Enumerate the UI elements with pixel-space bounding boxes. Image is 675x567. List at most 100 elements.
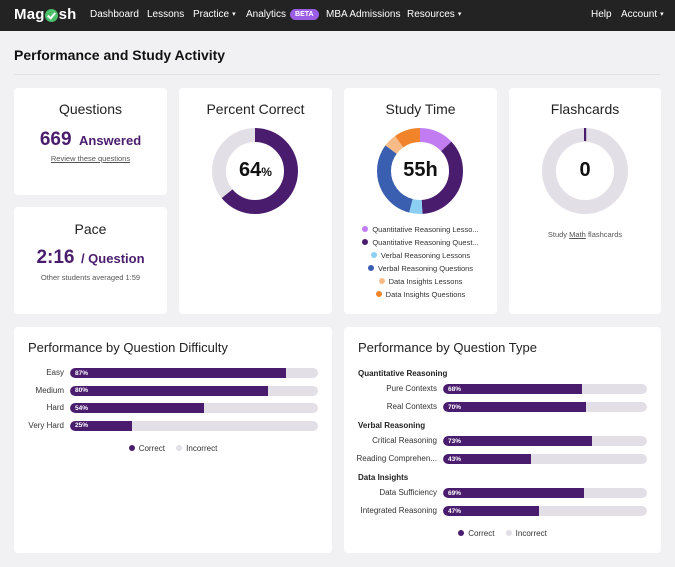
flashcards-card: Flashcards 0 Study Math flashcards xyxy=(509,88,661,314)
bar-label: Pure Contexts xyxy=(386,384,437,393)
bar-percent-label: 87% xyxy=(75,369,89,377)
correct-legend-dot xyxy=(128,445,135,451)
question-type-group-label: Verbal Reasoning xyxy=(358,421,426,430)
incorrect-legend-dot xyxy=(176,445,183,451)
bar-percent-label: 69% xyxy=(448,489,462,497)
percent-correct-card: Percent Correct 64% xyxy=(179,88,332,314)
chevron-down-icon: ▾ xyxy=(457,11,462,18)
logo-text-left: Mag xyxy=(14,6,45,23)
nav-resources[interactable]: Resources ▾ xyxy=(407,9,461,20)
bar-label: Medium xyxy=(35,385,64,395)
pace-card: Pace 2:16 / Question Other students aver… xyxy=(14,207,167,314)
nav-mba-admissions[interactable]: MBA Admissions xyxy=(326,9,401,20)
bar-fill-correct: 25% xyxy=(70,420,132,431)
magoosh-logo[interactable]: Mag sh xyxy=(14,6,77,23)
study-time-segment xyxy=(377,128,463,214)
pace-stat: 2:16 / Question xyxy=(14,247,167,269)
nav-help[interactable]: Help xyxy=(591,9,612,20)
study-time-legend-item: Verbal Reasoning Questions xyxy=(344,264,497,273)
bar-fill-correct: 54% xyxy=(70,403,204,413)
bar-fill-correct: 80% xyxy=(70,385,269,396)
study-time-value: 55h xyxy=(403,159,438,181)
nav-lessons[interactable]: Lessons xyxy=(147,9,185,20)
bar-track: 73% xyxy=(443,436,647,446)
chevron-down-icon: ▾ xyxy=(232,11,236,18)
bar-fill-correct: 70% xyxy=(443,402,586,412)
nav-account-label: Account xyxy=(621,9,658,20)
question-type-group-label: Quantitative Reasoning xyxy=(358,369,448,378)
percent-correct-title: Percent Correct xyxy=(206,101,305,117)
bar-track: 69% xyxy=(443,488,647,498)
page-title: Performance and Study Activity xyxy=(14,47,226,63)
bar-label: Hard xyxy=(46,403,64,412)
beta-badge: BETA xyxy=(290,9,319,20)
difficulty-card: Performance by Question Difficulty Easy 8… xyxy=(14,327,332,553)
legend-label: Quantitative Reasoning Lesso... xyxy=(372,225,479,234)
donut-correct-arc xyxy=(212,128,298,214)
study-time-card: Study Time 55h Quantitative Reasoning Le… xyxy=(344,88,497,314)
pace-value: 2:16 xyxy=(36,247,75,268)
donut-marker xyxy=(584,128,587,141)
legend-dot xyxy=(367,265,374,271)
bar-track: 87% xyxy=(70,368,318,378)
legend-dot xyxy=(370,252,377,258)
difficulty-legend: Correct Incorrect xyxy=(14,444,332,453)
legend-incorrect: Incorrect xyxy=(186,444,218,453)
bar-fill-correct: 43% xyxy=(443,454,531,464)
nav-analytics-label: Analytics xyxy=(246,9,287,20)
study-time-segment xyxy=(377,128,463,214)
questions-count: 669 xyxy=(39,129,72,150)
study-time-legend-item: Quantitative Reasoning Quest... xyxy=(344,238,497,247)
study-time-legend-item: Quantitative Reasoning Lesso... xyxy=(344,225,497,234)
legend-label: Quantitative Reasoning Quest... xyxy=(372,238,479,247)
questions-title: Questions xyxy=(58,101,123,117)
nav-practice[interactable]: Practice ▾ xyxy=(193,9,236,20)
nav-dashboard[interactable]: Dashboard xyxy=(90,9,139,20)
study-time-donut xyxy=(377,128,463,214)
bar-label: Critical Reasoning xyxy=(372,436,437,445)
logo-text-right: sh xyxy=(58,6,77,23)
percent-correct-donut xyxy=(212,128,298,214)
legend-dot xyxy=(362,239,369,245)
bar-label: Data Sufficiency xyxy=(379,488,437,497)
nav-resources-label: Resources xyxy=(407,9,455,20)
difficulty-title: Performance by Question Difficulty xyxy=(28,340,228,355)
nav-account[interactable]: Account ▾ xyxy=(621,9,664,20)
flashcards-note-post: flashcards xyxy=(587,230,623,239)
percent-correct-value: 64 xyxy=(239,159,262,181)
math-flashcards-link[interactable]: Math xyxy=(569,230,586,239)
legend-correct: Correct xyxy=(138,444,165,453)
flashcards-note: Study Math flashcards xyxy=(509,230,661,239)
study-time-title: Study Time xyxy=(385,101,456,117)
bar-track: 70% xyxy=(443,402,647,412)
bar-track: 47% xyxy=(443,506,647,516)
legend-correct: Correct xyxy=(468,529,495,538)
bar-percent-label: 47% xyxy=(448,507,462,515)
pace-suffix: / Question xyxy=(80,251,145,266)
incorrect-legend-dot xyxy=(505,530,512,536)
nav-analytics[interactable]: Analytics BETA xyxy=(246,9,319,21)
bar-percent-label: 54% xyxy=(75,404,89,412)
question-type-group-label: Data Insights xyxy=(358,473,409,482)
bar-track: 54% xyxy=(70,403,318,413)
bar-label: Very Hard xyxy=(28,420,64,430)
questions-count-suffix: Answered xyxy=(79,133,142,148)
nav-practice-label: Practice xyxy=(193,9,230,20)
study-time-legend-item: Data Insights Lessons xyxy=(344,277,497,286)
question-type-legend: Correct Incorrect xyxy=(344,529,661,538)
bar-track: 43% xyxy=(443,454,647,464)
bar-label: Easy xyxy=(46,368,64,377)
study-time-segment xyxy=(377,128,463,214)
title-divider xyxy=(14,74,660,75)
correct-legend-dot xyxy=(458,530,465,536)
bar-percent-label: 73% xyxy=(448,437,462,445)
review-questions-link[interactable]: Review these questions xyxy=(50,154,131,163)
legend-label: Verbal Reasoning Lessons xyxy=(380,251,471,260)
flashcards-donut xyxy=(542,128,628,214)
percent-correct-unit: % xyxy=(261,165,272,179)
bar-fill-correct: 68% xyxy=(443,384,582,394)
legend-dot xyxy=(378,278,385,284)
question-type-title: Performance by Question Type xyxy=(358,340,537,355)
pace-note: Other students averaged 1:59 xyxy=(40,273,141,282)
questions-stat: 669 Answered xyxy=(14,129,167,151)
